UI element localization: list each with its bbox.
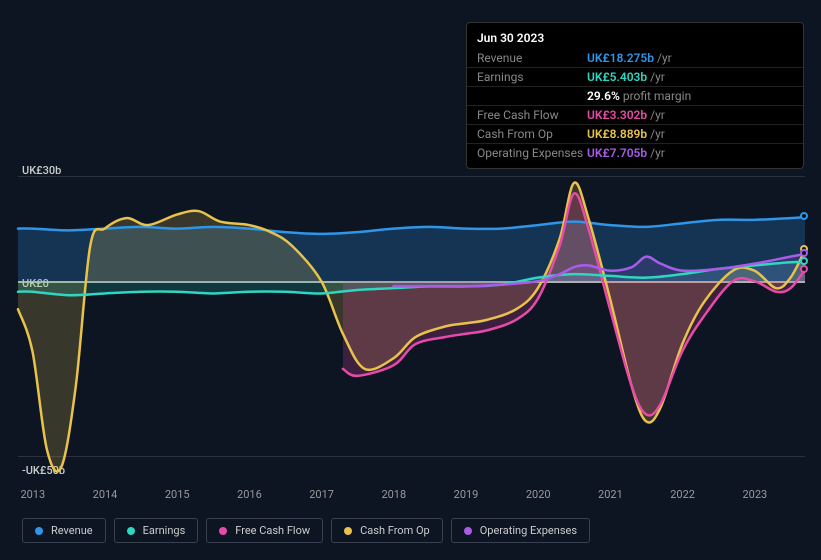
legend-item-operating-expenses[interactable]: Operating Expenses <box>451 518 590 543</box>
legend: Revenue Earnings Free Cash Flow Cash From O… <box>22 518 590 543</box>
x-axis-label: 2020 <box>526 488 551 501</box>
legend-dot-icon <box>35 527 43 535</box>
x-axis-label: 2016 <box>237 488 262 501</box>
legend-item-earnings[interactable]: Earnings <box>114 518 199 543</box>
legend-label: Cash From Op <box>360 524 430 537</box>
legend-dot-icon <box>219 527 227 535</box>
series-marker-free-cash-flow <box>800 265 808 273</box>
x-axis-label: 2022 <box>670 488 695 501</box>
x-axis-label: 2018 <box>381 488 406 501</box>
legend-label: Operating Expenses <box>480 524 577 537</box>
legend-label: Revenue <box>51 524 93 537</box>
series-marker-revenue <box>800 212 808 220</box>
x-axis-label: 2013 <box>20 488 45 501</box>
x-axis-label: 2014 <box>93 488 118 501</box>
x-axis-label: 2021 <box>598 488 623 501</box>
legend-label: Free Cash Flow <box>235 524 310 537</box>
legend-item-revenue[interactable]: Revenue <box>22 518 106 543</box>
x-axis-label: 2023 <box>742 488 767 501</box>
legend-item-free-cash-flow[interactable]: Free Cash Flow <box>206 518 323 543</box>
legend-dot-icon <box>464 527 472 535</box>
legend-dot-icon <box>127 527 135 535</box>
chart-plot <box>0 0 821 560</box>
x-axis-label: 2015 <box>165 488 190 501</box>
x-axis-label: 2017 <box>309 488 334 501</box>
legend-dot-icon <box>344 527 352 535</box>
x-axis-label: 2019 <box>454 488 479 501</box>
legend-item-cash-from-op[interactable]: Cash From Op <box>331 518 443 543</box>
legend-label: Earnings <box>143 524 186 537</box>
